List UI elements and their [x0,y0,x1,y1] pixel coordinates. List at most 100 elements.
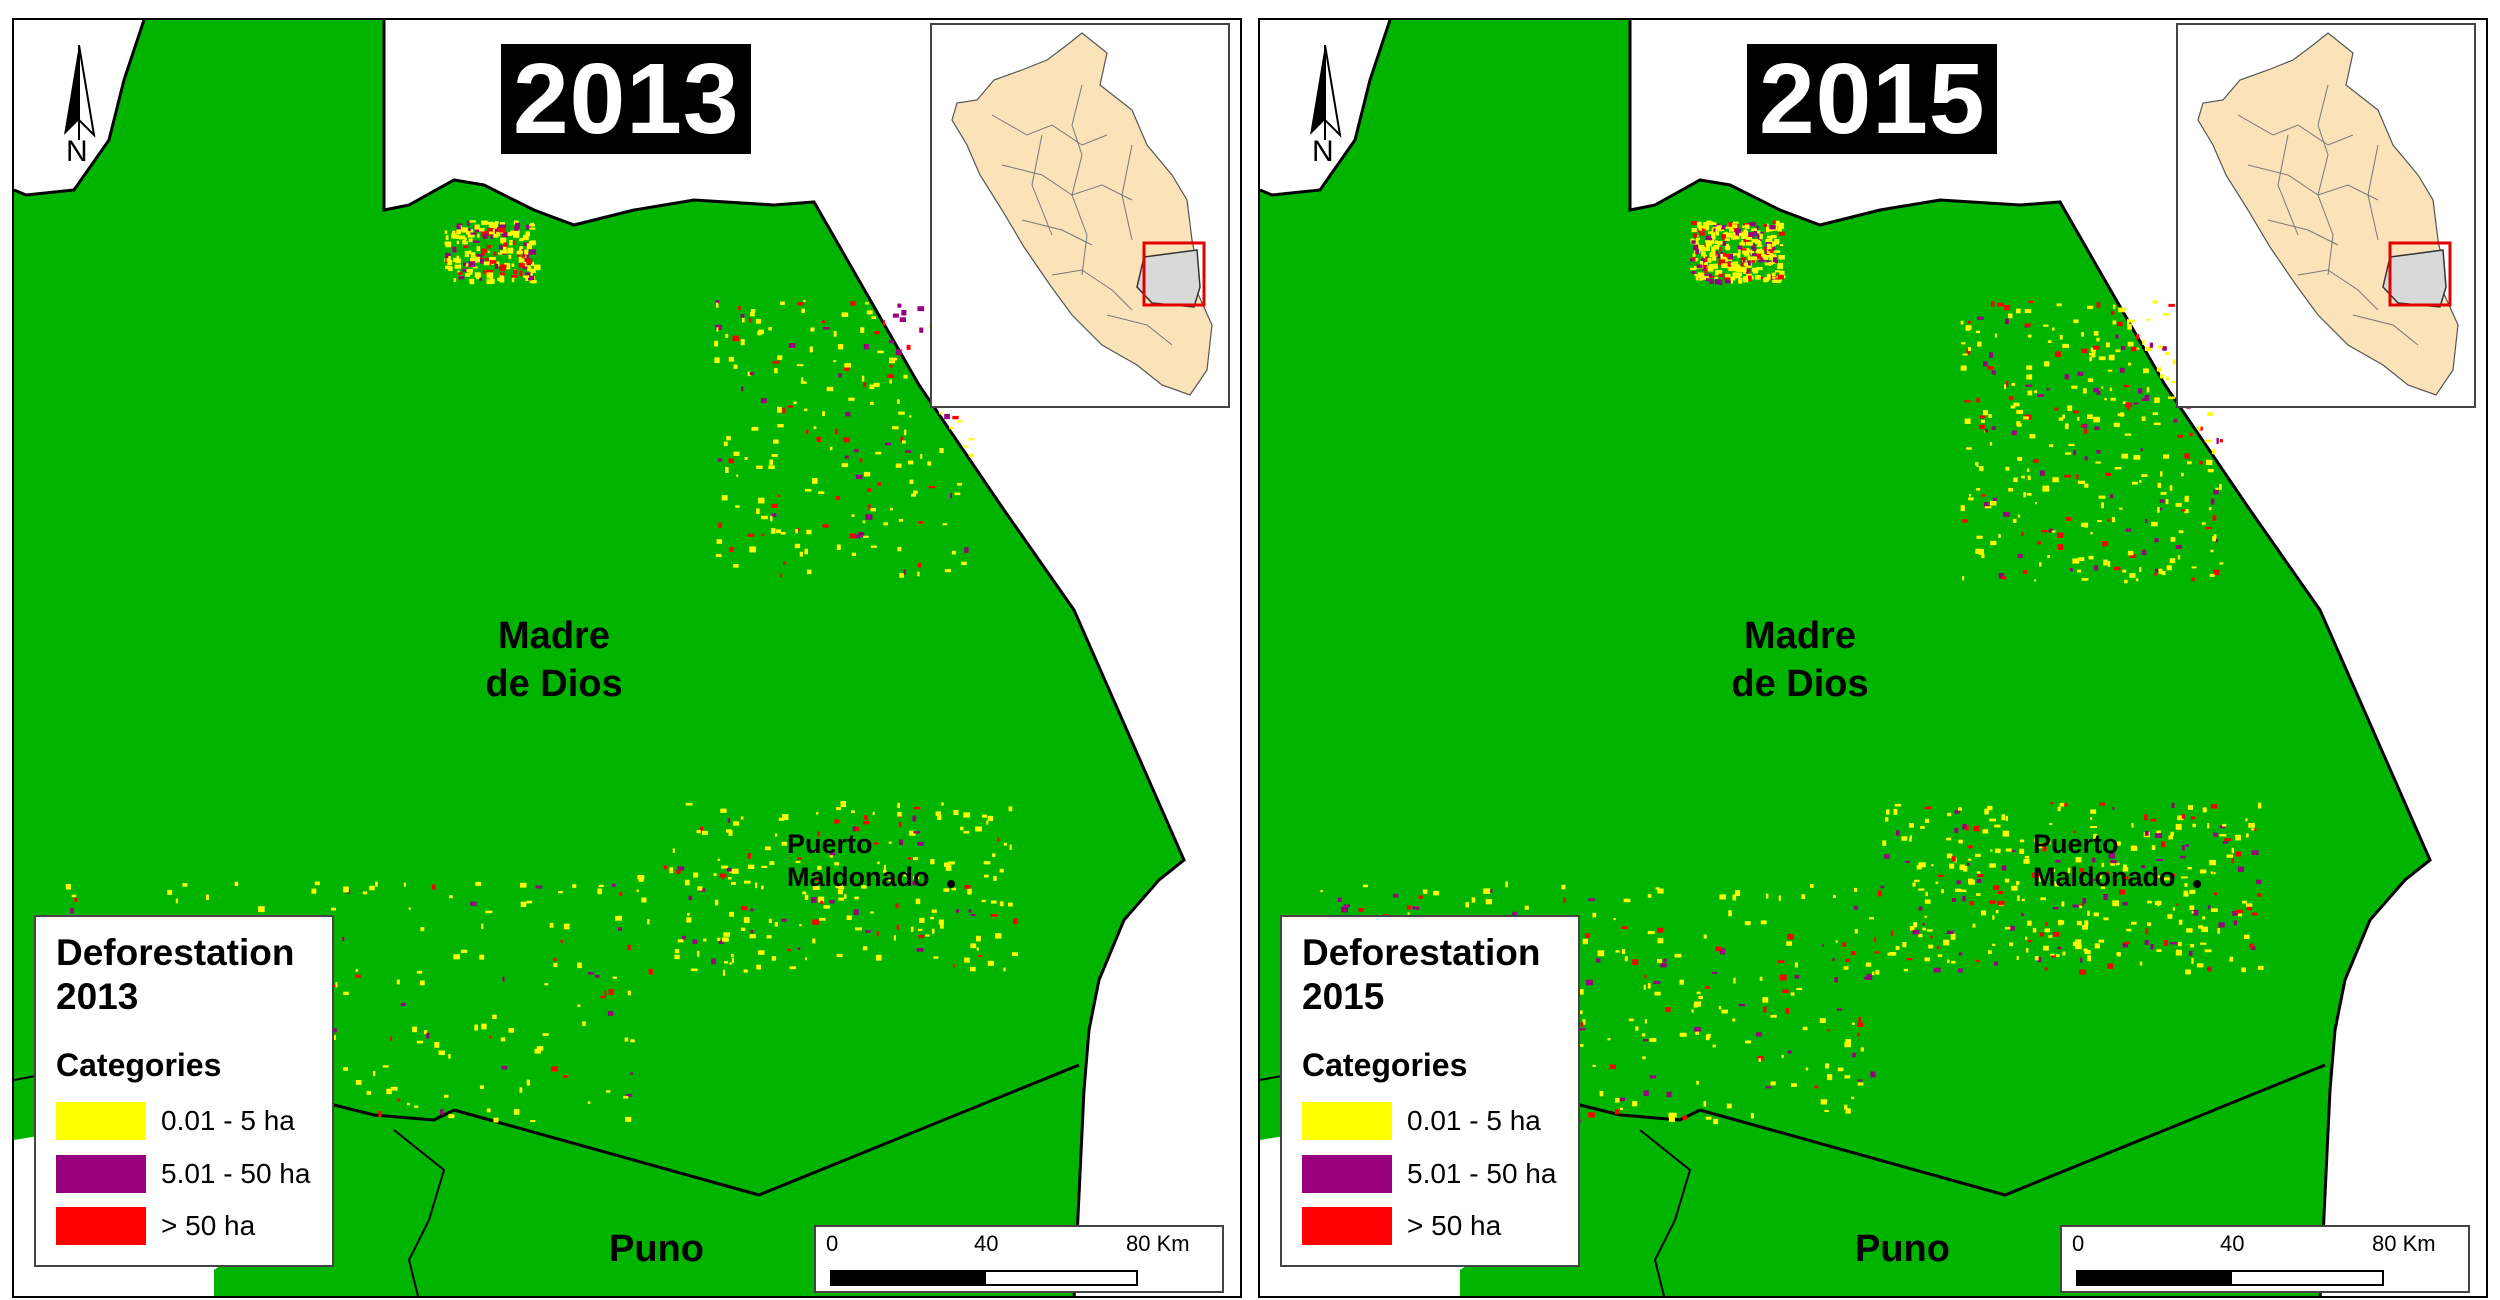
deforestation-patch [2052,907,2059,910]
deforestation-patch [1975,462,1979,466]
deforestation-patch [872,811,875,815]
deforestation-patch [1778,895,1781,901]
deforestation-patch [889,357,895,364]
deforestation-patch [950,493,952,499]
deforestation-patch [1722,240,1727,246]
deforestation-patch [837,344,844,350]
deforestation-patch [314,881,320,886]
deforestation-patch [2034,390,2037,394]
deforestation-patch [553,962,558,967]
deforestation-patch [497,277,502,281]
deforestation-patch [1759,976,1763,981]
deforestation-patch [1926,929,1933,932]
deforestation-patch [2242,900,2247,904]
deforestation-patch [1697,272,1700,276]
deforestation-patch [744,880,751,884]
deforestation-patch [771,513,777,517]
deforestation-patch [2154,573,2158,576]
deforestation-patch [836,544,841,550]
deforestation-patch [899,317,906,322]
deforestation-patch [536,1046,544,1051]
deforestation-patch [940,924,944,929]
deforestation-patch [1653,980,1661,984]
deforestation-patch [2023,859,2030,864]
deforestation-patch [1886,809,1890,815]
deforestation-patch [2094,565,2098,571]
deforestation-patch [2110,861,2116,866]
deforestation-patch [1716,251,1719,257]
deforestation-patch [2001,865,2007,871]
deforestation-patch [1827,1074,1833,1081]
deforestation-patch [2021,531,2024,536]
deforestation-patch [1766,243,1772,250]
deforestation-patch [577,1004,581,1008]
region-label-madre-de-dios: Madre de Dios [1710,612,1890,708]
deforestation-patch [1976,879,1982,883]
deforestation-patch [2145,519,2148,523]
deforestation-patch [534,1048,541,1054]
deforestation-patch [480,258,484,264]
deforestation-patch [894,357,898,361]
deforestation-patch [423,1030,428,1035]
deforestation-patch [1721,224,1726,230]
deforestation-patch [2202,916,2206,920]
deforestation-patch [479,954,485,960]
deforestation-patch [715,300,720,304]
deforestation-patch [1790,992,1795,996]
deforestation-patch [2161,570,2166,576]
deforestation-patch [820,900,824,905]
deforestation-patch [630,1039,635,1043]
deforestation-patch [778,817,784,821]
deforestation-patch [2125,528,2132,532]
deforestation-patch [2016,881,2020,886]
deforestation-patch [1978,549,1984,555]
deforestation-patch [968,438,975,441]
deforestation-patch [806,569,812,575]
deforestation-patch [1976,535,1983,539]
north-arrow-icon [1310,44,1342,140]
deforestation-patch [1701,227,1707,232]
deforestation-patch [482,270,485,274]
deforestation-patch [1632,1101,1638,1107]
deforestation-patch [2159,374,2164,379]
deforestation-patch [2141,549,2147,555]
deforestation-patch [2155,568,2158,573]
deforestation-patch [1741,239,1744,244]
deforestation-patch [459,235,466,240]
deforestation-patch [438,1050,445,1055]
deforestation-patch [962,445,967,448]
deforestation-patch [1941,889,1944,894]
deforestation-patch [2059,803,2065,807]
deforestation-patch [475,228,482,232]
deforestation-patch [503,232,508,235]
deforestation-patch [481,221,488,225]
deforestation-patch [1701,250,1704,254]
deforestation-patch [821,320,825,324]
deforestation-patch [967,888,972,895]
deforestation-patch [465,240,468,245]
deforestation-patch [794,543,801,549]
deforestation-patch [1726,261,1731,267]
deforestation-patch [863,820,870,825]
deforestation-patch [2128,362,2132,366]
deforestation-patch [1726,232,1733,238]
deforestation-patch [2079,969,2087,975]
deforestation-patch [615,915,622,921]
deforestation-patch [1773,250,1781,253]
deforestation-patch [931,928,935,934]
deforestation-patch [1696,991,1701,995]
deforestation-patch [486,272,494,279]
deforestation-patch [903,872,907,877]
deforestation-patch [1992,497,1997,501]
deforestation-patch [865,302,869,305]
deforestation-patch [1715,231,1719,236]
deforestation-patch [1781,1054,1784,1058]
deforestation-patch [1657,938,1664,944]
deforestation-patch [234,881,239,886]
deforestation-patch [1714,279,1721,285]
deforestation-patch [2244,934,2250,939]
deforestation-patch [627,990,631,996]
deforestation-patch [747,371,752,377]
deforestation-patch [917,841,924,846]
deforestation-patch [906,344,911,350]
